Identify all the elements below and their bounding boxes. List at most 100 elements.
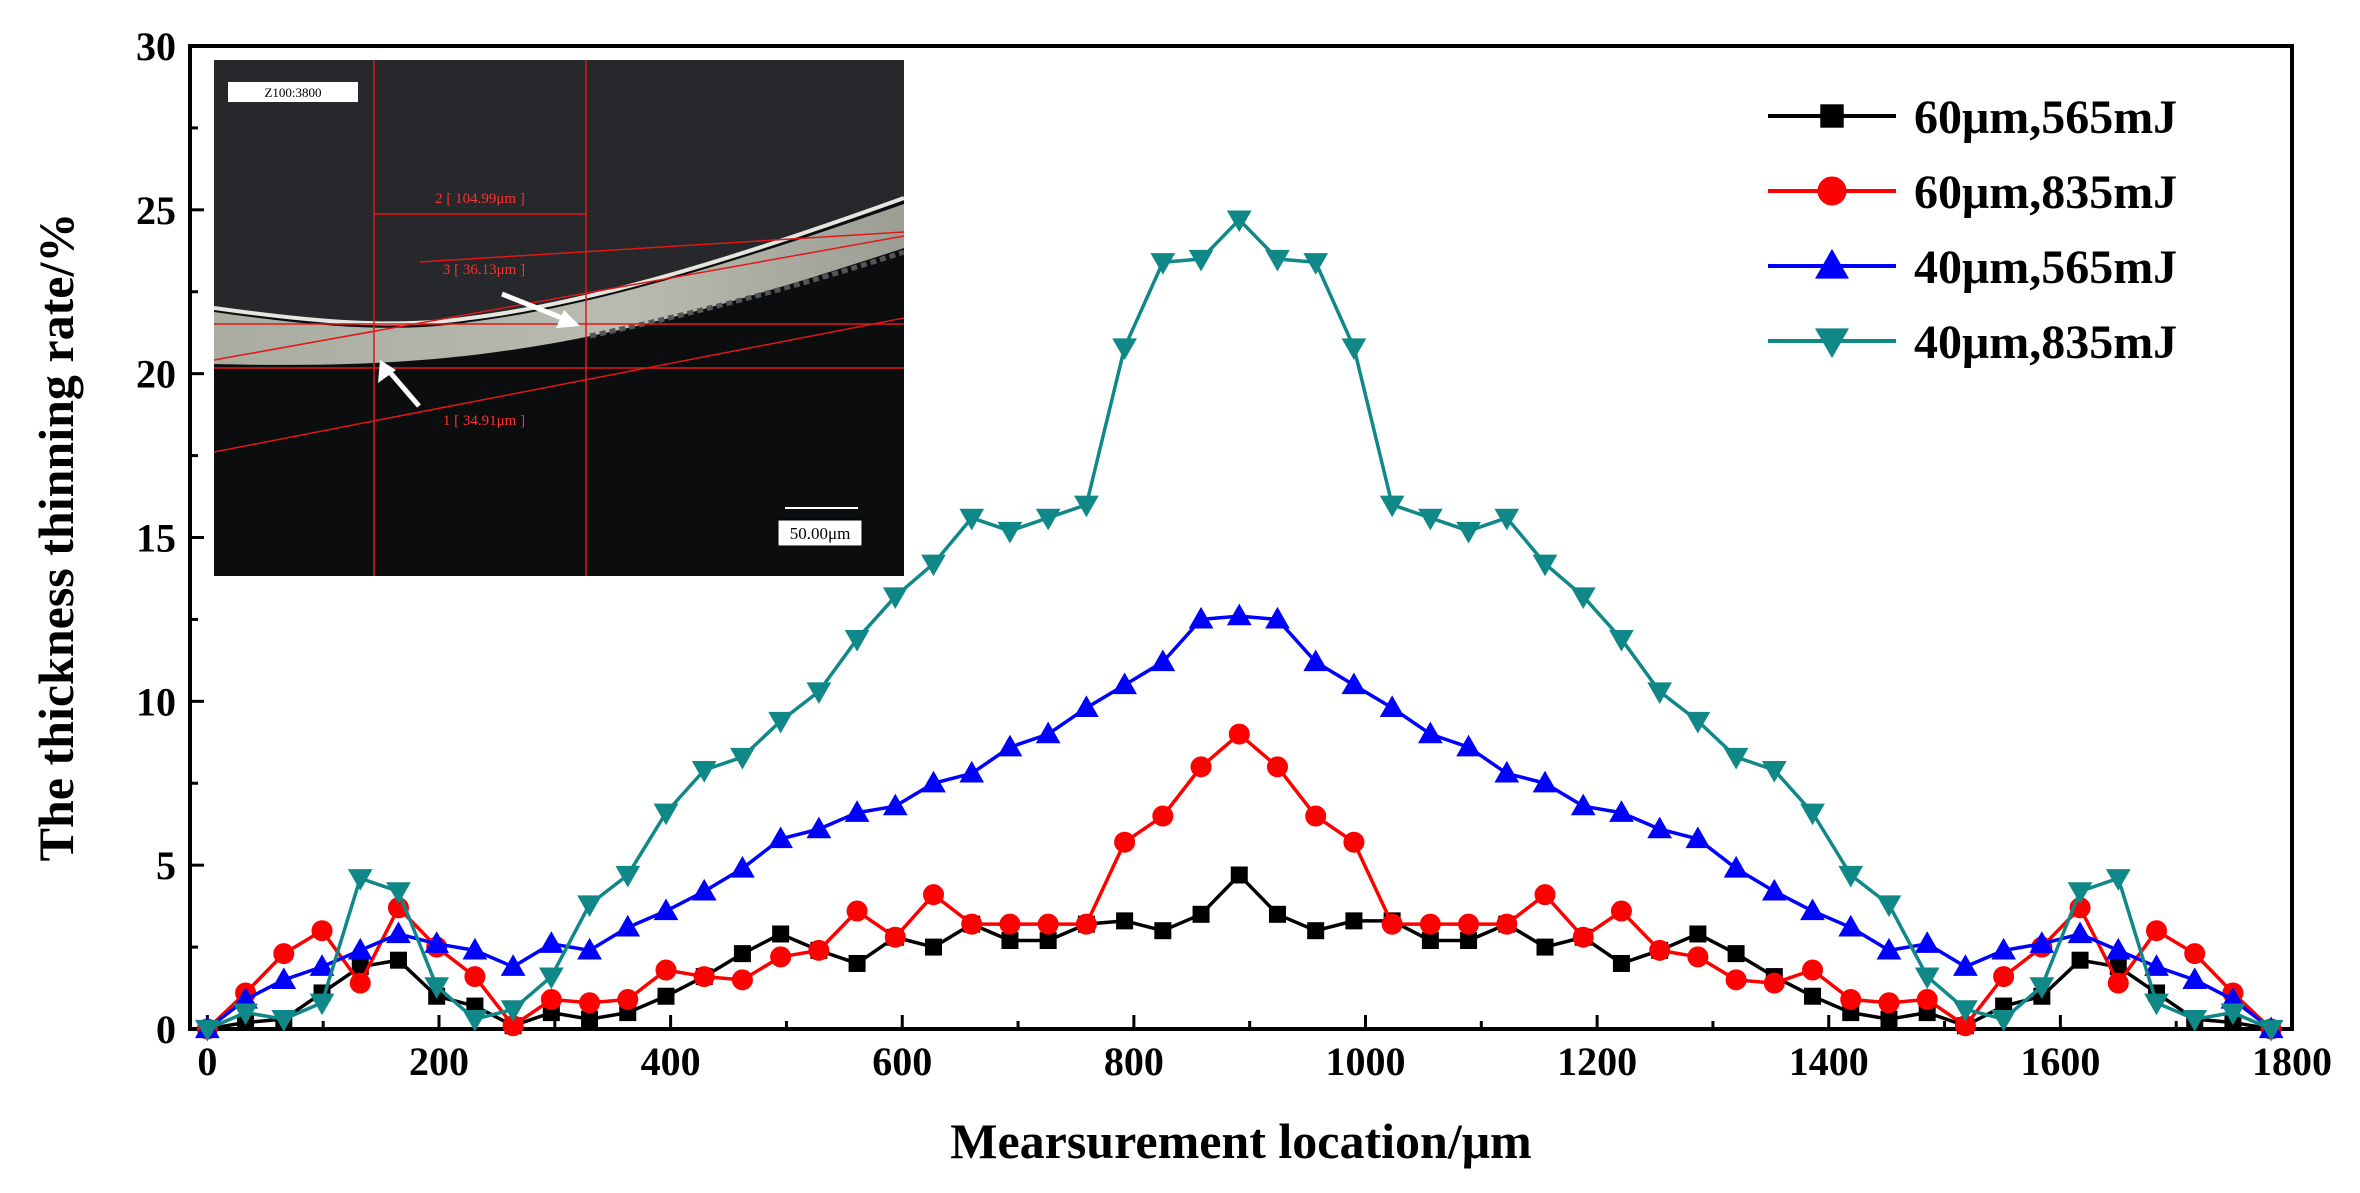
data-point [806,682,832,705]
data-point [770,946,792,968]
data-point [464,966,486,988]
data-point [846,900,868,922]
data-point [1421,932,1439,950]
data-point [1800,803,1825,826]
data-point [1226,603,1252,626]
data-point [311,920,333,942]
data-point [309,993,335,1016]
data-point [1761,761,1787,783]
data-point [309,954,335,976]
data-point [1723,747,1749,770]
data-point [233,1003,258,1026]
data-point [1953,954,1978,976]
data-point [657,987,675,1005]
y-tick-label: 25 [136,188,176,233]
data-point [2182,1010,2208,1032]
data-point [1228,723,1250,745]
data-point [389,951,407,969]
inset-measure-line [214,317,904,453]
data-point [579,992,601,1014]
data-point [1075,913,1097,935]
data-point [1993,966,2015,988]
data-point [462,1010,488,1032]
x-tick-label: 400 [641,1039,701,1084]
legend-marker [1820,104,1844,128]
data-point [1727,945,1745,963]
legend-item: 40μm,835mJ [1768,316,2177,369]
legend-label: 40μm,565mJ [1914,241,2177,294]
data-point [693,966,715,988]
data-point [349,972,371,994]
data-point [1345,912,1363,930]
data-point [1230,866,1248,884]
data-point [961,913,983,935]
y-tick-label: 15 [136,516,176,561]
data-point [577,937,602,960]
data-point [1265,249,1290,272]
data-point [538,967,564,990]
x-tick-label: 1000 [1325,1039,1405,1084]
data-point [1381,913,1403,935]
data-point [921,770,946,793]
data-point [2144,954,2169,976]
data-point [1532,770,1558,793]
data-point [1880,1010,1898,1028]
inset-measure-line [419,231,904,263]
data-point [2145,920,2167,942]
data-point [1154,922,1172,940]
data-point [806,816,832,839]
data-point [844,800,870,822]
data-point [1534,884,1556,906]
x-tick-label: 200 [409,1039,469,1084]
data-point [959,760,985,783]
data-point [1417,508,1443,531]
inset-scale-label: 50.00μm [790,524,851,543]
data-point [2071,951,2089,969]
data-point [1685,826,1711,849]
x-tick-label: 800 [1104,1039,1164,1084]
data-point [1266,756,1288,778]
data-point [1723,855,1749,878]
data-point [731,969,753,991]
data-point [617,989,639,1011]
x-axis: 0 200 400 600 800 1000 1200 1400 1600 1800 [197,1015,2332,1084]
data-point [540,989,562,1011]
data-point [1150,253,1176,275]
data-point [1112,672,1137,695]
data-point [997,521,1023,544]
data-point [1341,672,1367,695]
data-point [1341,338,1367,360]
legend-item: 60μm,565mJ [1768,91,2177,144]
data-point [1226,210,1252,233]
data-point [925,938,943,956]
x-tick-label: 1200 [1557,1039,1637,1084]
data-point [2144,993,2169,1016]
legend-label: 60μm,565mJ [1914,91,2177,144]
x-tick-label: 600 [872,1039,932,1084]
data-point [1570,587,1596,609]
inset-arrow [378,360,421,408]
data-point [1838,914,1864,937]
data-point [691,878,717,901]
data-point [1265,606,1290,629]
inset-micrograph: Z100:3800 2 [ 104.99μm ] 3 [ 36.13μm ] 1… [214,60,904,576]
legend-label: 40μm,835mJ [1914,316,2177,369]
series-2 [195,603,2284,1039]
data-point [2182,967,2208,989]
data-point [1725,969,1747,991]
data-point [1572,926,1594,948]
data-point [653,898,679,921]
data-point [1838,865,1864,888]
data-point [2107,972,2129,994]
data-point [1039,932,1057,950]
legend: 60μm,565mJ 60μm,835mJ 40μm,565mJ 40μm,835mJ [1768,91,2177,369]
data-point [808,939,830,961]
x-tick-label: 1400 [1789,1039,1869,1084]
data-point [1991,937,2016,960]
y-tick-label: 0 [156,1007,176,1052]
data-point [1649,939,1671,961]
data-point [1116,912,1134,930]
data-point [999,913,1021,935]
data-point [1532,554,1558,577]
